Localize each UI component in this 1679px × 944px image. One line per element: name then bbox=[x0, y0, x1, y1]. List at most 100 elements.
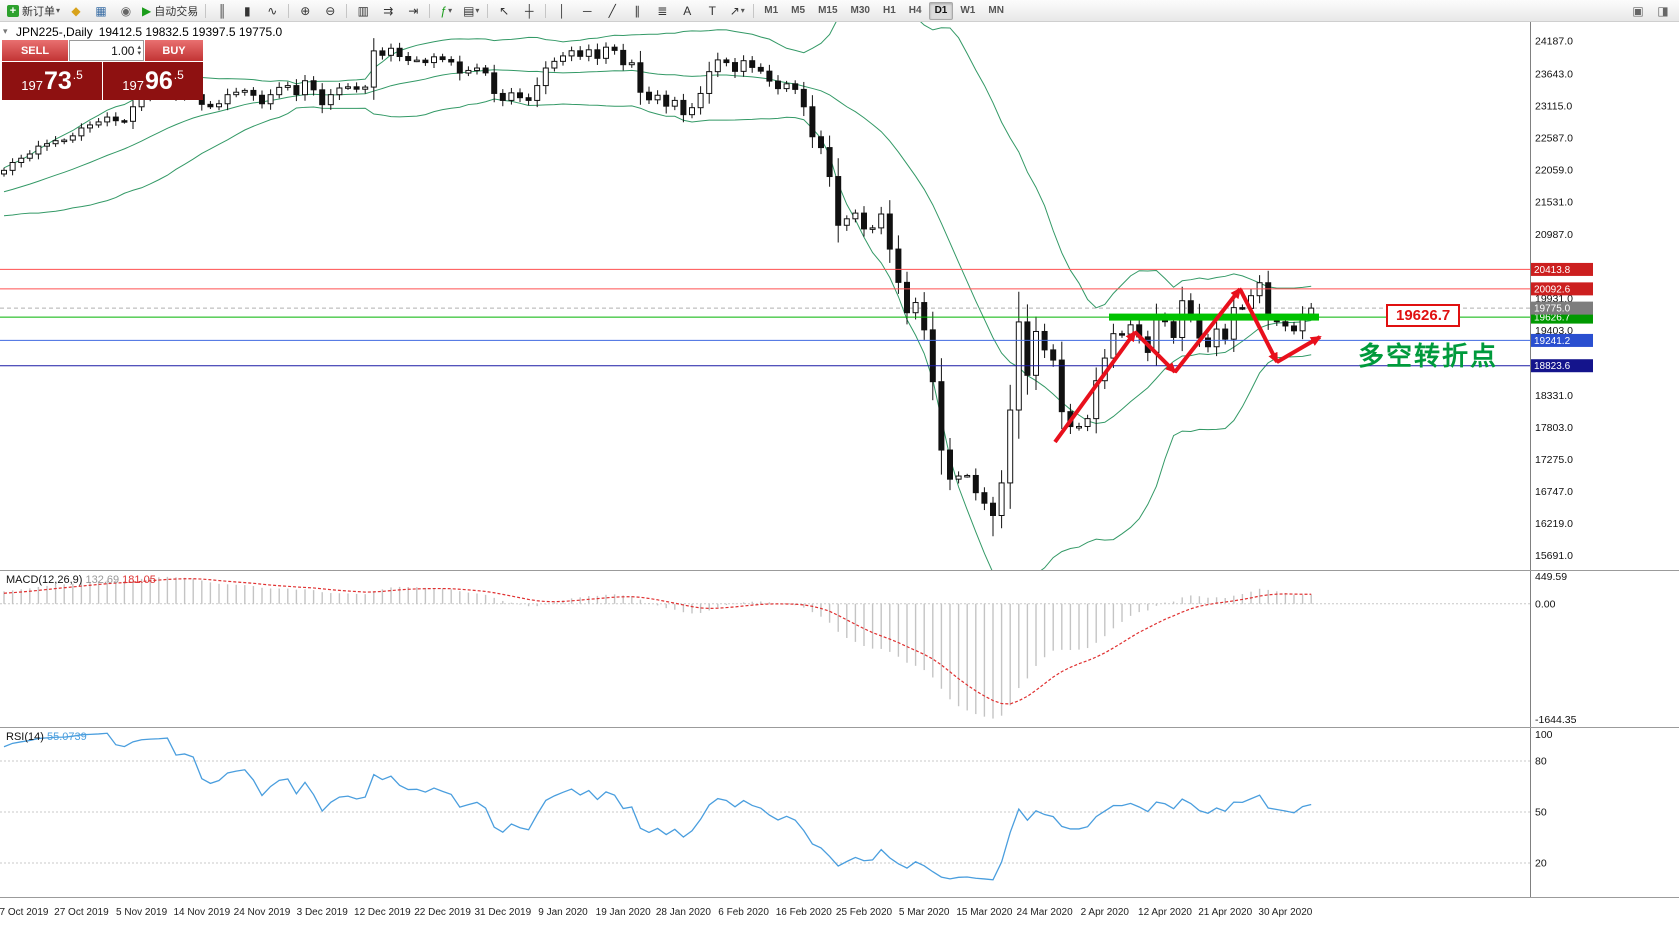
arrows-tool-icon: ↗ bbox=[729, 3, 740, 18]
turning-point-annotation[interactable]: 多空转折点 bbox=[1358, 341, 1499, 371]
templates-button[interactable]: ▤ ▾ bbox=[459, 1, 483, 21]
horizontal-line-icon: ─ bbox=[582, 3, 592, 18]
rsi-label: RSI(14) 55.0739 bbox=[6, 731, 87, 743]
new-order-label: 新订单 bbox=[22, 5, 55, 18]
toolbar-separator bbox=[346, 3, 348, 18]
price-axis: 24187.0 23643.0 23115.0 22587.0 22059.0 21531… bbox=[1530, 22, 1593, 897]
symbol-ohlc: 19412.5 19832.5 19397.5 19775.0 bbox=[98, 25, 283, 39]
svg-text:449.59: 449.59 bbox=[1535, 571, 1567, 583]
svg-text:5 Nov 2019: 5 Nov 2019 bbox=[116, 907, 168, 918]
vertical-line-button[interactable]: │ bbox=[550, 1, 574, 21]
svg-text:100: 100 bbox=[1535, 729, 1553, 741]
svg-text:23115.0: 23115.0 bbox=[1535, 100, 1572, 112]
crosshair-icon: ┼ bbox=[524, 3, 534, 18]
volume-spinner[interactable]: ▴ ▾ bbox=[137, 43, 141, 57]
zigzag-arrows[interactable] bbox=[1053, 287, 1322, 444]
tf-m15[interactable]: M15 bbox=[818, 5, 838, 16]
buy-button[interactable]: BUY bbox=[145, 40, 203, 61]
chart-canvas[interactable]: 24187.0 23643.0 23115.0 22587.0 22059.0 21531… bbox=[0, 22, 1679, 944]
indicators-button[interactable]: ƒ ▾ bbox=[434, 1, 458, 21]
svg-text:20092.6: 20092.6 bbox=[1534, 284, 1571, 295]
chart-shift-button[interactable]: ⇥ bbox=[401, 1, 425, 21]
svg-text:28 Jan 2020: 28 Jan 2020 bbox=[656, 907, 711, 918]
channel-button[interactable]: ∥ bbox=[625, 1, 649, 21]
panels-button[interactable]: ◨ bbox=[1651, 1, 1675, 21]
text-button[interactable]: A bbox=[675, 1, 699, 21]
new-order-icon: + bbox=[7, 4, 19, 17]
svg-text:6 Feb 2020: 6 Feb 2020 bbox=[718, 907, 769, 918]
zoom-out-button[interactable]: ⊖ bbox=[318, 1, 342, 21]
text-label-icon: T bbox=[708, 3, 716, 18]
svg-text:50: 50 bbox=[1535, 807, 1547, 819]
fibonacci-button[interactable]: ≣ bbox=[650, 1, 674, 21]
trendline-button[interactable]: ╱ bbox=[600, 1, 624, 21]
edit-button[interactable]: ▣ bbox=[1626, 1, 1650, 21]
candlestick-chart-button[interactable]: ▮ bbox=[235, 1, 259, 21]
svg-text:21 Apr 2020: 21 Apr 2020 bbox=[1198, 907, 1252, 918]
toolbar-separator bbox=[205, 3, 207, 18]
cursor-button[interactable]: ↖ bbox=[492, 1, 516, 21]
tf-w1[interactable]: W1 bbox=[960, 5, 976, 16]
line-chart-button[interactable]: ∿ bbox=[260, 1, 284, 21]
svg-text:23643.0: 23643.0 bbox=[1535, 68, 1573, 80]
text-label-button[interactable]: T bbox=[700, 1, 724, 21]
tf-m30[interactable]: M30 bbox=[850, 5, 870, 16]
svg-text:19626.7: 19626.7 bbox=[1534, 313, 1571, 324]
sound-button[interactable]: ◉ bbox=[114, 1, 138, 21]
autotrading-button[interactable]: ▶ 自动交易 bbox=[139, 1, 201, 21]
svg-text:22 Dec 2019: 22 Dec 2019 bbox=[414, 907, 471, 918]
bollinger-bands bbox=[3, 22, 1312, 570]
tf-mn[interactable]: MN bbox=[988, 5, 1004, 16]
chart-shift-icon: ⇥ bbox=[408, 3, 419, 18]
candles-layer bbox=[1, 38, 1315, 537]
tf-m1[interactable]: M1 bbox=[764, 5, 779, 16]
svg-text:15691.0: 15691.0 bbox=[1535, 550, 1573, 562]
tf-d1[interactable]: D1 bbox=[928, 1, 954, 20]
symbol-name: JPN225-,Daily bbox=[16, 25, 93, 39]
vertical-line-icon: │ bbox=[558, 3, 567, 18]
spinner-up-icon[interactable]: ▴ bbox=[137, 43, 141, 51]
svg-text:16747.0: 16747.0 bbox=[1535, 486, 1573, 498]
new-order-button[interactable]: + 新订单 ▾ bbox=[4, 1, 63, 21]
sell-button[interactable]: SELL bbox=[2, 40, 68, 61]
tile-windows-icon: ▥ bbox=[357, 3, 369, 18]
svg-text:15 Mar 2020: 15 Mar 2020 bbox=[956, 907, 1013, 918]
cursor-icon: ↖ bbox=[499, 3, 510, 18]
tf-h1[interactable]: H1 bbox=[882, 5, 896, 16]
svg-text:20987.0: 20987.0 bbox=[1535, 229, 1573, 241]
rsi-panel: 100 80 50 20 bbox=[0, 729, 1553, 881]
svg-text:16219.0: 16219.0 bbox=[1535, 518, 1573, 530]
auto-scroll-button[interactable]: ⇉ bbox=[376, 1, 400, 21]
trade-panel-toggle[interactable]: ▾ bbox=[3, 26, 8, 36]
svg-text:20: 20 bbox=[1535, 858, 1547, 870]
highlight-level-bar[interactable] bbox=[1109, 313, 1319, 321]
edit-icon: ▣ bbox=[1632, 3, 1644, 18]
zoom-in-button[interactable]: ⊕ bbox=[293, 1, 317, 21]
price-level-label[interactable]: 19626.7 bbox=[1386, 304, 1461, 327]
svg-text:27 Oct 2019: 27 Oct 2019 bbox=[54, 907, 109, 918]
autotrading-play-icon: ▶ bbox=[142, 3, 152, 18]
svg-text:20413.8: 20413.8 bbox=[1534, 265, 1571, 276]
bar-chart-button[interactable]: ║ bbox=[210, 1, 234, 21]
market-watch-button[interactable]: ▦ bbox=[89, 1, 113, 21]
svg-text:9 Jan 2020: 9 Jan 2020 bbox=[538, 907, 588, 918]
crosshair-button[interactable]: ┼ bbox=[517, 1, 541, 21]
svg-text:16 Feb 2020: 16 Feb 2020 bbox=[776, 907, 833, 918]
tf-m5[interactable]: M5 bbox=[791, 5, 806, 16]
horizontal-line-button[interactable]: ─ bbox=[575, 1, 599, 21]
tile-windows-button[interactable]: ▥ bbox=[351, 1, 375, 21]
zoom-out-icon: ⊖ bbox=[325, 3, 336, 18]
svg-text:22587.0: 22587.0 bbox=[1535, 132, 1573, 144]
spinner-down-icon[interactable]: ▾ bbox=[137, 49, 141, 57]
date-axis: 17 Oct 2019 27 Oct 2019 5 Nov 2019 14 Nov 2… bbox=[0, 907, 1313, 918]
buy-price[interactable]: 197 96.5 bbox=[103, 62, 203, 100]
volume-input[interactable]: 1.00 ▴ ▾ bbox=[69, 40, 144, 61]
svg-text:14 Nov 2019: 14 Nov 2019 bbox=[173, 907, 230, 918]
arrows-tool-button[interactable]: ↗ ▾ bbox=[725, 1, 749, 21]
svg-text:18823.6: 18823.6 bbox=[1534, 361, 1571, 372]
metaeditor-button[interactable]: ◆ bbox=[64, 1, 88, 21]
text-icon: A bbox=[683, 3, 692, 18]
sell-price[interactable]: 197 73.5 bbox=[2, 62, 102, 100]
svg-text:12 Apr 2020: 12 Apr 2020 bbox=[1138, 907, 1192, 918]
tf-h4[interactable]: H4 bbox=[908, 5, 922, 16]
